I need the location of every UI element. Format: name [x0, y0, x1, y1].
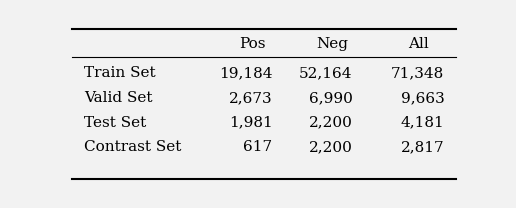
Text: 2,817: 2,817	[401, 140, 444, 155]
Text: 71,348: 71,348	[391, 66, 444, 80]
Text: 4,181: 4,181	[400, 116, 444, 130]
Text: 2,200: 2,200	[309, 140, 352, 155]
Text: 6,990: 6,990	[309, 91, 352, 105]
Text: Neg: Neg	[316, 37, 348, 51]
Text: 2,200: 2,200	[309, 116, 352, 130]
Text: Train Set: Train Set	[85, 66, 156, 80]
Text: 9,663: 9,663	[400, 91, 444, 105]
Text: 19,184: 19,184	[219, 66, 272, 80]
Text: Contrast Set: Contrast Set	[85, 140, 182, 155]
Text: Valid Set: Valid Set	[85, 91, 153, 105]
Text: 52,164: 52,164	[299, 66, 352, 80]
Text: 1,981: 1,981	[229, 116, 272, 130]
Text: 617: 617	[244, 140, 272, 155]
Text: Test Set: Test Set	[85, 116, 147, 130]
Text: 2,673: 2,673	[229, 91, 272, 105]
Text: Pos: Pos	[239, 37, 266, 51]
Text: All: All	[408, 37, 429, 51]
